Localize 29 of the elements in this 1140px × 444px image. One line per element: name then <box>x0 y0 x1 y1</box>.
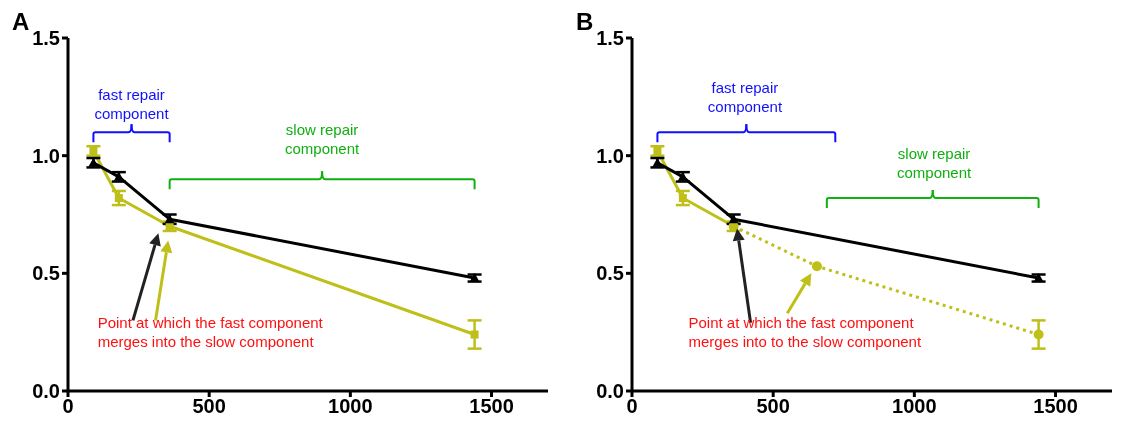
y-tick-label: 1.5 <box>32 27 60 50</box>
annotation: fast repair component <box>93 85 170 124</box>
y-tick-label: 0.0 <box>32 380 60 403</box>
point <box>1033 329 1044 340</box>
y-tick-label: 0.5 <box>32 262 60 285</box>
point <box>470 330 479 339</box>
y-tick-label: 0.5 <box>596 262 624 285</box>
point <box>678 194 687 203</box>
annotation: slow repair component <box>896 143 973 182</box>
x-tick-label: 1000 <box>892 395 937 418</box>
point <box>114 194 123 203</box>
x-tick-label: 1000 <box>328 395 373 418</box>
x-tick-label: 1500 <box>1033 395 1078 418</box>
annotation: Point at which the fast component merges into the slow component <box>97 313 324 352</box>
annotation: fast repair component <box>706 78 784 116</box>
chart-title: B <box>576 8 594 36</box>
x-tick-label: 500 <box>756 395 790 418</box>
y-tick-label: 1.0 <box>596 144 624 167</box>
y-tick-label: 1.5 <box>596 27 624 50</box>
y-tick-label: 0.0 <box>596 380 624 403</box>
x-tick-label: 0 <box>62 395 74 418</box>
chart-title: A <box>12 8 30 36</box>
annotation: Point at which the fast component merges into to the slow component <box>688 313 923 352</box>
annotation: slow repair component <box>284 120 361 159</box>
y-tick-label: 1.0 <box>32 144 60 167</box>
x-tick-label: 500 <box>192 395 226 418</box>
x-tick-label: 0 <box>626 395 638 418</box>
x-tick-label: 1500 <box>469 395 514 418</box>
point <box>811 261 822 272</box>
